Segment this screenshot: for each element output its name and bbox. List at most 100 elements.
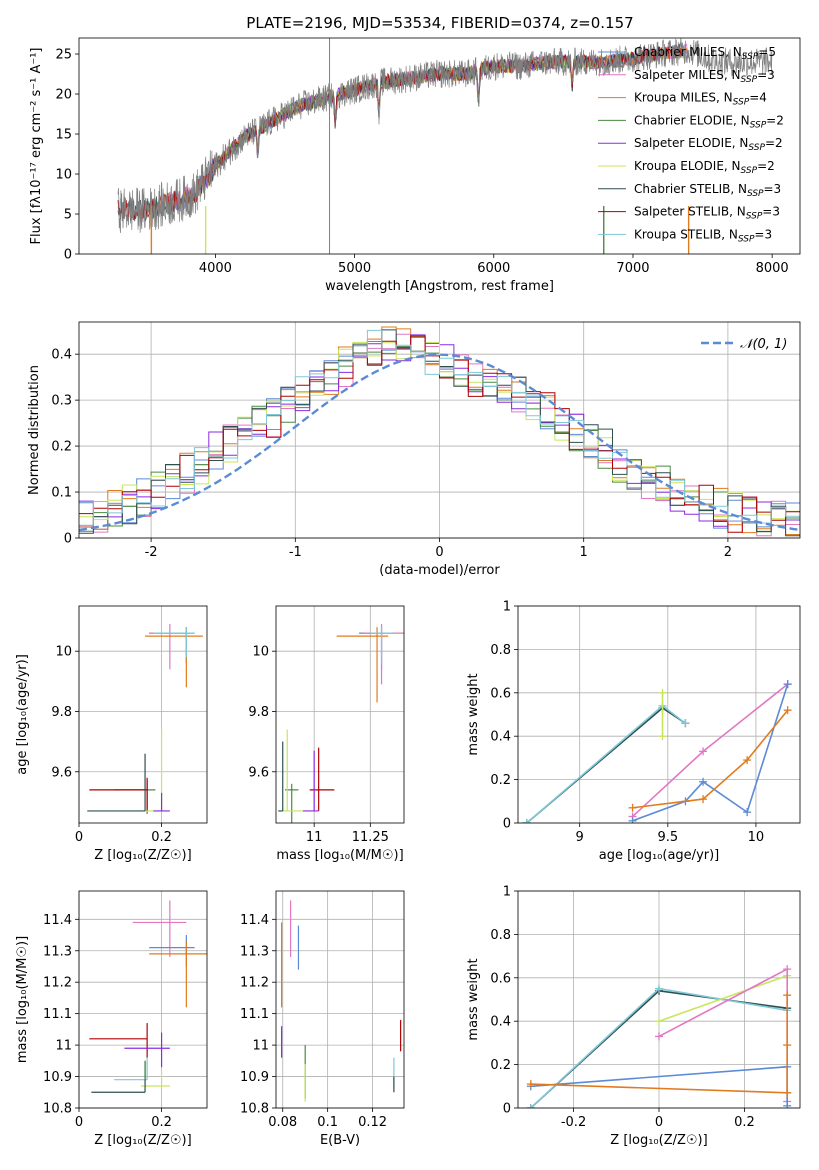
y-tick-label: 0.4 bbox=[490, 1015, 511, 1030]
weight-marker-kroupa_stelib bbox=[681, 719, 690, 728]
x-tick-label: 1 bbox=[580, 545, 588, 560]
y-tick-label: 9.6 bbox=[248, 765, 269, 780]
x-axis-label: mass [log₁₀(M/M☉)] bbox=[276, 848, 403, 863]
y-tick-label: 0.1 bbox=[51, 486, 72, 501]
legend-entry-salpeter_miles: Salpeter MILES, NSSP=3 bbox=[634, 68, 775, 85]
spectrum-plot-area bbox=[117, 38, 773, 254]
mass-vs-extinction-axes: 0.08 0.1 0.12 10.8 10.9 11 11.1 11.2 11.3 11.4 E(B… bbox=[240, 891, 404, 1148]
errorbar-point-kroupa_elodie bbox=[282, 729, 303, 812]
errorbar-point-kroupa_stelib bbox=[370, 627, 393, 664]
legend-value: =3 bbox=[757, 68, 775, 82]
x-axis-label: Z [log₁₀(Z/Z☉)] bbox=[94, 848, 191, 863]
legend-value: =2 bbox=[765, 136, 783, 150]
x-tick-label: 8000 bbox=[756, 261, 789, 276]
weight-line-kroupa_elodie bbox=[658, 974, 788, 1022]
weight-marker-salpeter_miles bbox=[699, 747, 708, 756]
weight-marker-kroupa_stelib bbox=[522, 819, 531, 823]
weight-marker-kroupa_stelib bbox=[655, 984, 663, 993]
spectrum-axes: 4000 5000 6000 7000 8000 0 5 10 15 20 25 wavelength… bbox=[29, 48, 789, 295]
legend-subscript: SSP bbox=[750, 120, 767, 130]
mass-vs-metallicity-plot-area bbox=[89, 900, 207, 1093]
x-tick-label: 7000 bbox=[616, 261, 649, 276]
weight-marker-kroupa_miles bbox=[783, 991, 792, 1000]
y-axis-label: mass [log₁₀(M/M☉)] bbox=[15, 936, 30, 1063]
x-axis-label: Z [log₁₀(Z/Z☉)] bbox=[610, 1133, 707, 1148]
errorbar-point-chabrier_stelib bbox=[87, 753, 146, 812]
y-tick-label: 9.8 bbox=[248, 705, 269, 720]
errorbar-point-kroupa_elodie bbox=[140, 1070, 170, 1087]
weight-line-salpeter_miles bbox=[632, 683, 789, 818]
y-tick-label: 5 bbox=[64, 208, 72, 223]
legend-entry-kroupa_elodie: Kroupa ELODIE, NSSP=2 bbox=[634, 159, 775, 176]
x-axis-label: Z [log₁₀(Z/Z☉)] bbox=[94, 1133, 191, 1148]
legend-subscript: SSP bbox=[747, 189, 764, 199]
x-axis-label: (data-model)/error bbox=[379, 563, 500, 578]
legend-value: =3 bbox=[762, 205, 780, 219]
legend-label: Kroupa ELODIE, N bbox=[634, 159, 741, 173]
y-tick-label: 0 bbox=[503, 1102, 511, 1117]
y-tick-label: 0 bbox=[64, 248, 72, 263]
legend-label: Salpeter MILES, N bbox=[634, 68, 741, 82]
legend-label: Salpeter ELODIE, N bbox=[634, 136, 748, 150]
weight-marker-kroupa_stelib bbox=[526, 1104, 535, 1108]
x-tick-label: -2 bbox=[145, 545, 158, 560]
legend-subscript: SSP bbox=[746, 212, 763, 222]
x-tick-label: 0 bbox=[75, 1115, 83, 1130]
x-axis-label: age [log₁₀(age/yr)] bbox=[599, 848, 720, 863]
mass-vs-extinction-plot-area bbox=[281, 900, 402, 1102]
x-tick-label: -1 bbox=[289, 545, 302, 560]
weight-marker-kroupa_elodie bbox=[658, 732, 667, 741]
x-tick-label: 0.12 bbox=[358, 1115, 387, 1130]
x-tick-label: 11.25 bbox=[352, 830, 389, 845]
y-tick-label: 1 bbox=[503, 600, 511, 615]
x-tick-label: 0 bbox=[75, 830, 83, 845]
chart-title: PLATE=2196, MJD=53534, FIBERID=0374, z=0… bbox=[246, 14, 633, 32]
y-tick-label: 0 bbox=[503, 817, 511, 832]
legend-entry-kroupa_stelib: Kroupa STELIB, NSSP=3 bbox=[634, 227, 772, 244]
x-tick-label: 2 bbox=[724, 545, 732, 560]
legend-value: =5 bbox=[758, 45, 776, 59]
x-tick-label: 0.08 bbox=[268, 1115, 297, 1130]
age-vs-metallicity-plot-area bbox=[87, 624, 203, 814]
y-tick-label: 11.1 bbox=[43, 1007, 72, 1022]
legend-entry-chabrier_stelib: Chabrier STELIB, NSSP=3 bbox=[634, 182, 781, 199]
y-tick-label: 11.2 bbox=[240, 976, 269, 991]
y-tick-label: 0 bbox=[64, 532, 72, 547]
y-tick-label: 0.2 bbox=[490, 1058, 511, 1073]
errorbar-point-kroupa_stelib bbox=[114, 1057, 148, 1081]
errorbar-point-kroupa_miles bbox=[145, 627, 203, 688]
errorbar-point-kroupa_stelib bbox=[153, 627, 195, 658]
weight-marker-chabrier_miles bbox=[783, 1101, 792, 1108]
observed-spectrum-line bbox=[117, 38, 773, 234]
weight-marker-kroupa_miles bbox=[783, 1088, 792, 1097]
weight-marker-chabrier_miles bbox=[699, 777, 708, 786]
age-vs-mass-plot-area bbox=[278, 624, 404, 823]
y-tick-label: 10 bbox=[252, 645, 269, 660]
weight-marker-chabrier_miles bbox=[743, 808, 752, 817]
y-tick-label: 0.6 bbox=[490, 971, 511, 986]
x-tick-label: 10 bbox=[748, 830, 765, 845]
y-tick-label: 0.2 bbox=[490, 773, 511, 788]
x-tick-label: 11 bbox=[306, 830, 323, 845]
weight-marker-salpeter_miles bbox=[655, 1032, 663, 1041]
legend-label: Kroupa STELIB, N bbox=[634, 227, 738, 241]
y-tick-label: 0.2 bbox=[51, 440, 72, 455]
y-tick-label: 0.6 bbox=[490, 686, 511, 701]
mass-weight-vs-metallicity-plot-area bbox=[526, 965, 792, 1108]
y-tick-label: 10.8 bbox=[240, 1102, 269, 1117]
errorbar-point-kroupa_miles bbox=[149, 941, 207, 1008]
errorbar-point-chabrier_stelib bbox=[278, 741, 284, 812]
errorbar-point-salpeter_miles bbox=[149, 624, 187, 670]
weight-marker-kroupa_miles bbox=[783, 1041, 792, 1050]
weight-marker-chabrier_miles bbox=[783, 680, 792, 689]
age-vs-mass-axes: 11 11.25 9.6 9.8 10 mass [log₁₀(M/M☉)] bbox=[248, 606, 404, 863]
errorbar-point-salpeter_elodie bbox=[302, 750, 319, 812]
weight-marker-kroupa_miles bbox=[526, 1080, 535, 1089]
legend-entry-salpeter_stelib: Salpeter STELIB, NSSP=3 bbox=[634, 205, 780, 222]
y-tick-label: 10.9 bbox=[43, 1070, 72, 1085]
legend-label: Chabrier STELIB, N bbox=[634, 182, 747, 196]
y-tick-label: 10 bbox=[55, 645, 72, 660]
y-tick-label: 15 bbox=[55, 128, 72, 143]
y-tick-label: 11.1 bbox=[240, 1007, 269, 1022]
